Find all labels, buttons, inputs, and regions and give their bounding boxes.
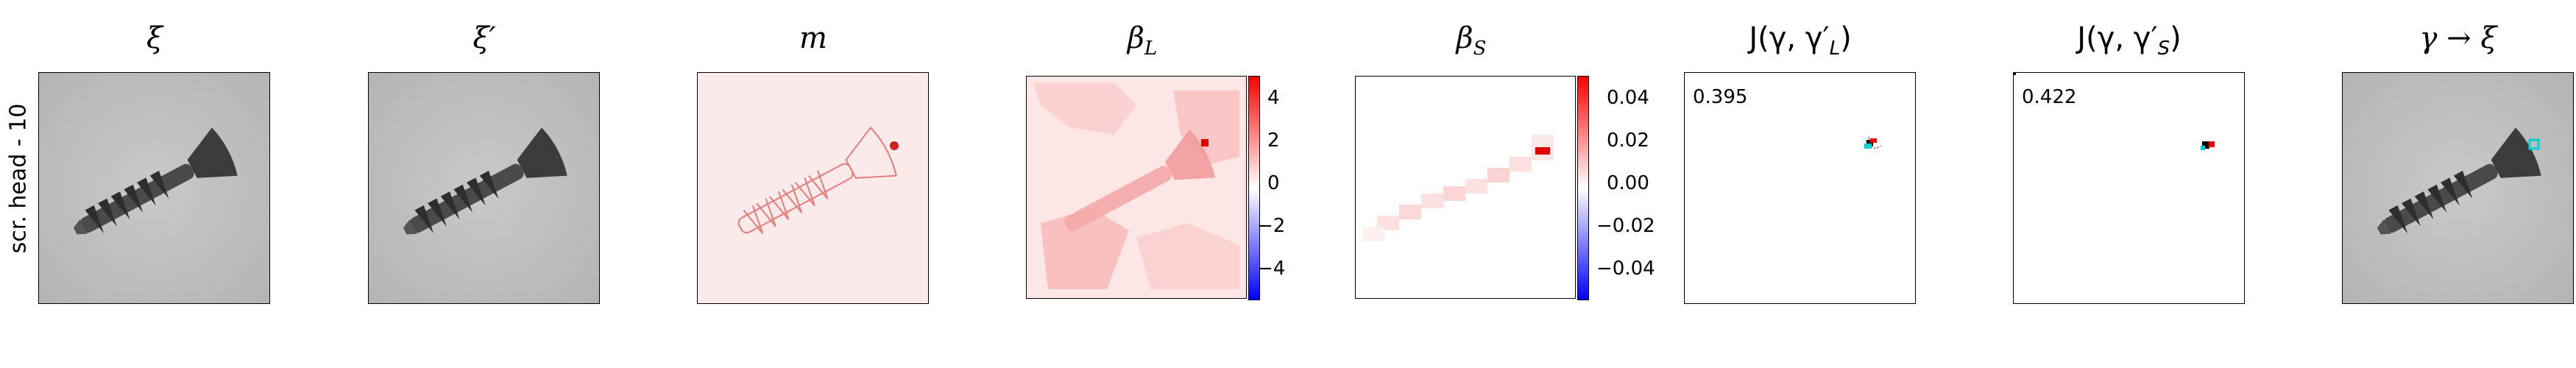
colorbar-s-tick: −0.02	[1596, 215, 1655, 237]
score-j-gamma-s: 0.422	[2022, 86, 2077, 108]
title-main: J(γ, γ′	[1749, 21, 1830, 55]
screw-shape	[73, 127, 238, 235]
panel-title-gamma-xi: γ → ξ	[2419, 21, 2497, 55]
colorbar-l-tick: −4	[1257, 258, 1286, 280]
panel-image-xi	[38, 72, 270, 304]
score-j-gamma-l: 0.395	[1693, 86, 1748, 108]
colorbar-l-tick: 4	[1267, 87, 1280, 109]
panel-title-j-gamma-s: J(γ, γ′S)	[1997, 22, 2262, 65]
colorbar-s-tick: 0.04	[1607, 87, 1649, 109]
title-main: J(γ, γ′	[2077, 21, 2158, 55]
title-end: )	[1840, 21, 1852, 55]
title-sub: L	[1144, 38, 1158, 60]
title-end: )	[2170, 21, 2182, 55]
panel-image-j-gamma-s	[2013, 72, 2245, 304]
colorbar-beta-l	[1248, 76, 1260, 300]
colorbar-l-tick: 2	[1267, 130, 1280, 152]
panel-title-xi-prime: ξ′	[473, 21, 496, 55]
panel-image-xi-prime	[368, 72, 600, 304]
panel-image-gamma-xi	[2342, 72, 2574, 304]
panel-image-j-gamma-l	[1684, 72, 1916, 304]
panel-title-beta-s: βS	[1339, 22, 1604, 65]
colorbar-s-tick: 0.02	[1607, 130, 1649, 152]
colorbar-s-tick: 0.00	[1607, 172, 1649, 194]
title-sub: S	[1473, 38, 1487, 60]
row-label: scr. head - 10	[5, 103, 32, 254]
panel-title-m: m	[799, 21, 827, 55]
panel-title-j-gamma-l: J(γ, γ′L)	[1668, 22, 1933, 65]
colorbar-l-tick: 0	[1267, 172, 1280, 194]
panel-image-m	[697, 72, 929, 304]
panel-title-beta-l: βL	[1010, 22, 1275, 65]
colorbar-s-tick: −0.04	[1596, 258, 1655, 280]
panel-image-beta-l	[1026, 76, 1247, 299]
title-main: β	[1456, 21, 1473, 55]
title-sub: S	[2157, 38, 2170, 60]
title-sub: L	[1829, 38, 1841, 60]
colorbar-l-tick: −2	[1257, 215, 1286, 237]
title-main: β	[1127, 21, 1144, 55]
colorbar-beta-s	[1577, 76, 1589, 300]
panel-image-beta-s	[1355, 76, 1576, 299]
panel-title-xi: ξ	[146, 21, 163, 55]
